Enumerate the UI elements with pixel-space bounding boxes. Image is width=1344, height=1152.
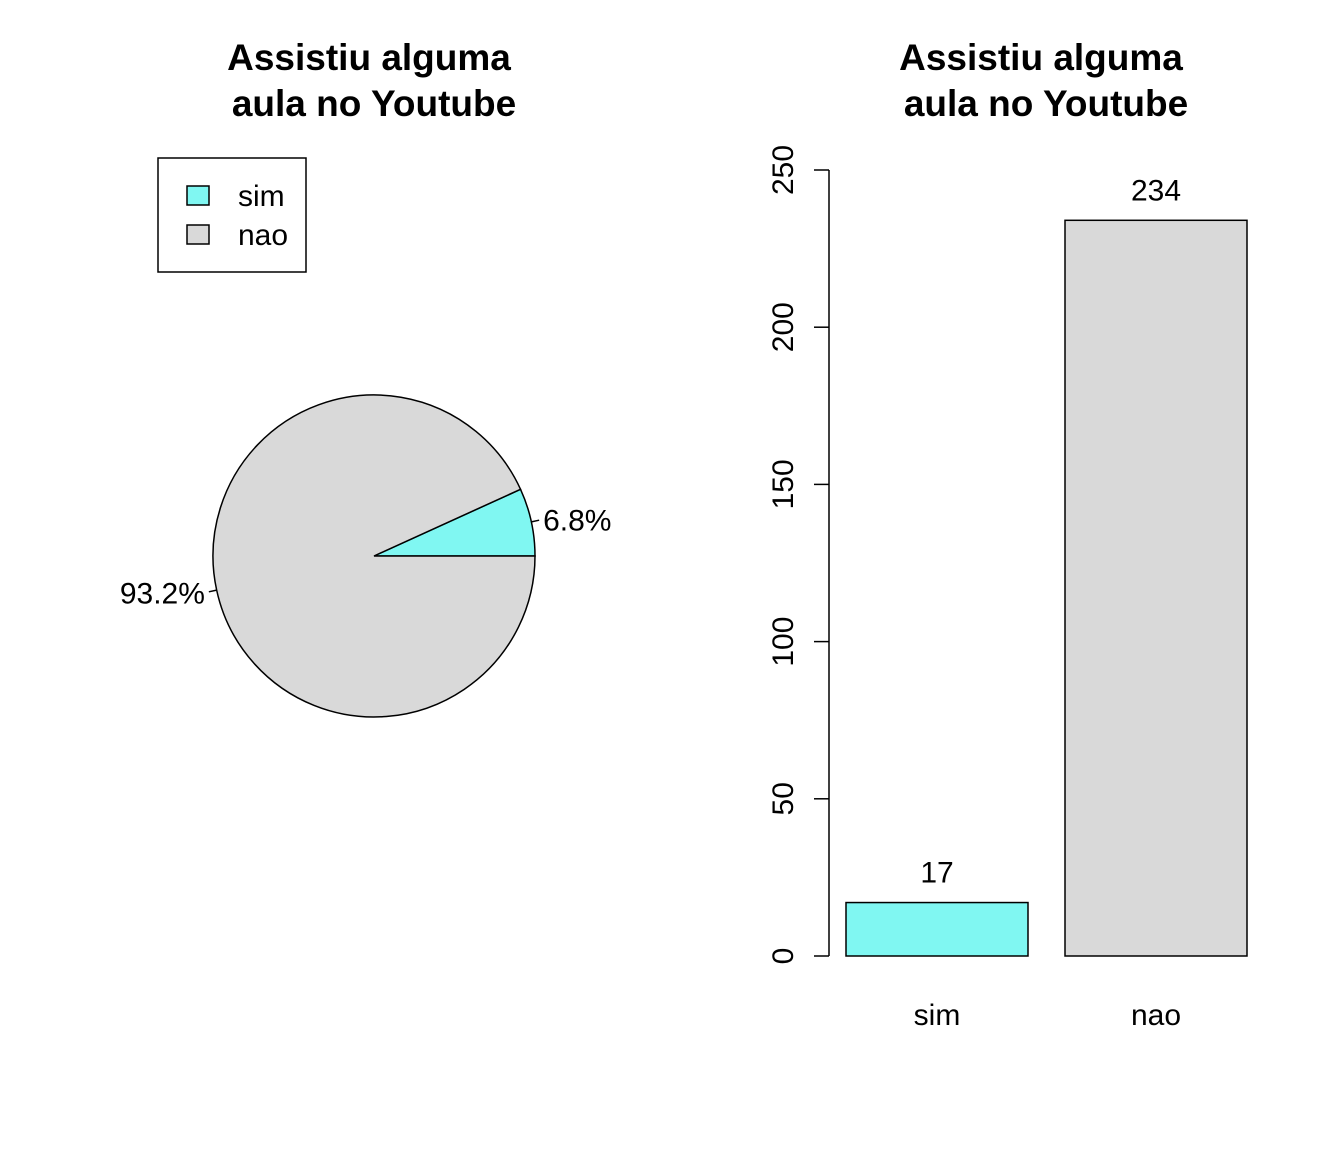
- bars: [845, 219, 1248, 957]
- pie-slice-nao: [212, 394, 536, 718]
- x-axis-labels: sim nao: [914, 999, 1181, 1032]
- y-tick-label-250: 250: [767, 145, 800, 195]
- legend-box: [157, 157, 307, 273]
- y-axis: 0 50 100 150 200 250: [767, 145, 830, 965]
- bar-title-line1: Assistiu alguma: [899, 37, 1183, 78]
- bar-value-labels: 17 234: [920, 174, 1181, 889]
- legend-label-nao: nao: [238, 219, 288, 252]
- pie-label-nao: 93.2%: [120, 578, 205, 611]
- pie-label-sim: 6.8%: [543, 504, 611, 537]
- pie-labels: 6.8% 93.2%: [120, 504, 612, 610]
- legend-label-sim: sim: [238, 180, 285, 213]
- pie-slices: [212, 394, 536, 718]
- y-tick-label-100: 100: [767, 617, 800, 667]
- pie-legend: sim nao: [157, 157, 307, 273]
- pie-title-line2: aula no Youtube: [232, 83, 516, 124]
- pie-panel: Assistiu alguma aula no Youtube sim nao …: [120, 37, 612, 718]
- bar-value-label-nao: 234: [1131, 174, 1181, 207]
- y-tick-label-150: 150: [767, 459, 800, 509]
- bar-title-line2: aula no Youtube: [904, 83, 1188, 124]
- bar-nao: [1064, 219, 1248, 957]
- bar-panel: Assistiu alguma aula no Youtube 0 50 100 15…: [767, 37, 1248, 1032]
- bar-sim: [845, 901, 1029, 957]
- pie-label-tick-nao: [208, 589, 217, 593]
- y-tick-label-50: 50: [767, 782, 800, 815]
- y-tick-label-200: 200: [767, 302, 800, 352]
- legend-key-nao: [186, 224, 210, 245]
- x-tick-label-sim: sim: [914, 999, 961, 1032]
- x-tick-label-nao: nao: [1131, 999, 1181, 1032]
- y-tick-label-0: 0: [767, 948, 800, 965]
- pie-title-line1: Assistiu alguma: [227, 37, 511, 78]
- pie-label-tick-sim: [531, 519, 540, 523]
- legend-key-sim: [186, 185, 210, 206]
- bar-value-label-sim: 17: [920, 857, 953, 890]
